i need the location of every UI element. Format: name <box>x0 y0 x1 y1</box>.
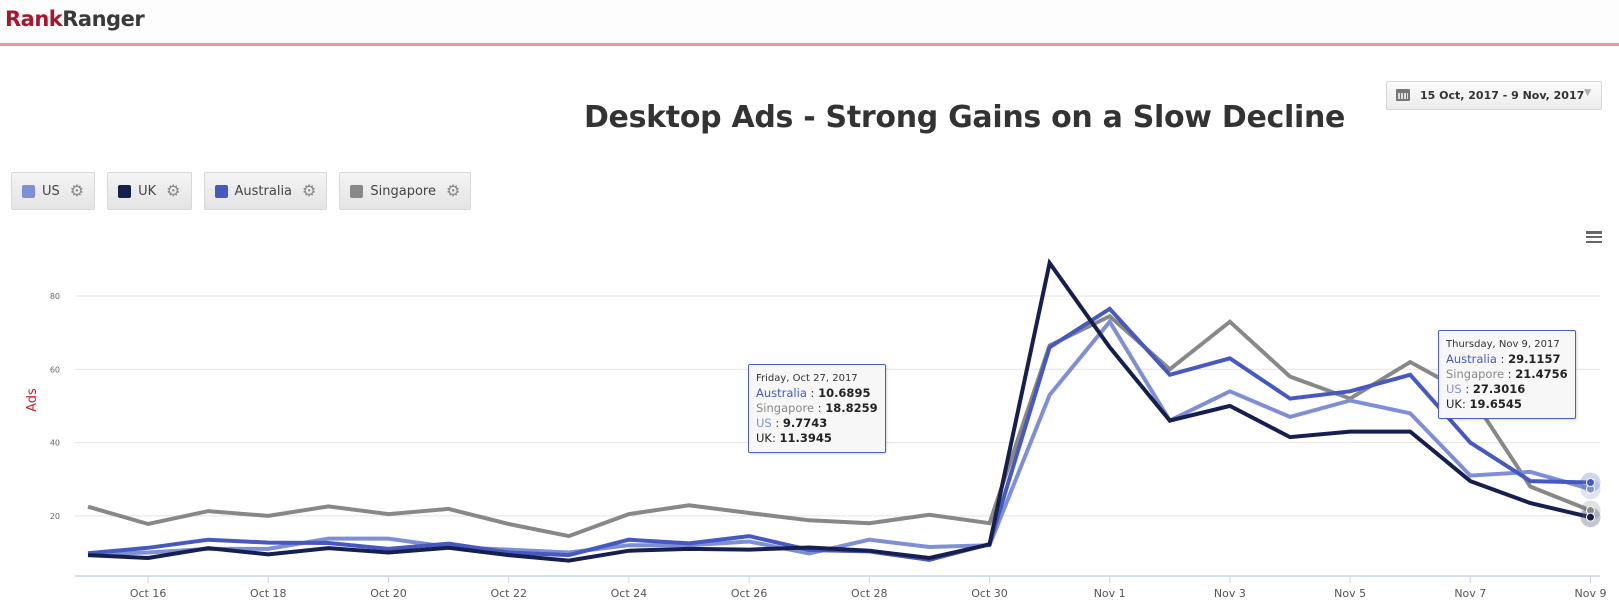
gear-icon[interactable]: ⚙ <box>69 181 85 200</box>
x-tick-label: Oct 18 <box>250 587 287 600</box>
data-point-uk <box>1586 512 1595 522</box>
legend-label: US <box>42 183 60 199</box>
y-axis-label: Ads <box>25 388 40 412</box>
tooltip-series-label: US <box>756 416 772 430</box>
legend-swatch <box>350 184 364 198</box>
tooltip-row: Australia : 29.1157 <box>1446 352 1568 367</box>
x-tick-label: Nov 5 <box>1334 587 1366 600</box>
tooltip-row: Singapore : 21.4756 <box>1446 367 1568 382</box>
date-range-picker[interactable]: 15 Oct, 2017 - 9 Nov, 2017 ▼ <box>1386 81 1602 110</box>
legend-item-us[interactable]: US ⚙ <box>11 172 96 210</box>
top-bar: RankRanger <box>0 0 1619 46</box>
tooltip-separator: : <box>1504 367 1516 381</box>
tooltip-series-label: Australia <box>1446 352 1497 366</box>
y-tick-label: 80 <box>50 292 60 301</box>
legend-label: Australia <box>234 183 293 199</box>
legend-item-uk[interactable]: UK ⚙ <box>107 172 192 210</box>
tooltip-separator: : <box>1461 397 1470 411</box>
series-line-uk <box>87 258 1591 563</box>
gear-icon[interactable]: ⚙ <box>445 181 461 200</box>
tooltip-value: 19.6545 <box>1469 397 1522 411</box>
tooltip-value: 11.3945 <box>779 431 832 445</box>
tooltip-value: 10.6895 <box>818 386 871 400</box>
x-tick-label: Oct 16 <box>130 587 167 600</box>
tooltip: Friday, Oct 27, 2017 Australia : 10.6895 S… <box>748 364 886 453</box>
x-tick-label: Nov 3 <box>1214 587 1246 600</box>
tooltip-row: US : 27.3016 <box>1446 382 1568 397</box>
tooltip-value: 27.3016 <box>1472 382 1526 396</box>
x-tick-label: Nov 9 <box>1575 587 1607 600</box>
tooltip-value: 21.4756 <box>1515 367 1568 381</box>
legend-swatch <box>214 184 228 198</box>
chart-title: Desktop Ads - Strong Gains on a Slow Dec… <box>583 100 1346 135</box>
hamburger-menu-icon[interactable] <box>1586 231 1602 244</box>
x-tick-label: Oct 30 <box>971 587 1008 600</box>
dropdown-caret-icon: ▼ <box>1584 88 1591 98</box>
tooltip-series-label: Singapore <box>756 401 815 415</box>
tooltip: Thursday, Nov 9, 2017 Australia : 29.1157… <box>1438 330 1576 419</box>
tooltip-separator: : <box>771 431 780 445</box>
gear-icon[interactable]: ⚙ <box>302 181 317 200</box>
legend-swatch <box>22 184 35 198</box>
tooltip-date: Friday, Oct 27, 2017 <box>756 373 858 384</box>
calendar-icon <box>1396 89 1410 101</box>
tooltip-separator: : <box>1461 382 1473 396</box>
x-tick-label: Oct 28 <box>851 587 888 600</box>
x-tick-label: Oct 24 <box>611 587 648 600</box>
x-tick-label: Nov 7 <box>1454 587 1486 600</box>
x-tick-label: Oct 26 <box>731 587 768 600</box>
tooltip-row: US : 9.7743 <box>756 416 878 431</box>
legend-item-singapore[interactable]: Singapore ⚙ <box>339 172 472 210</box>
tooltip-series-label: Australia <box>756 386 807 400</box>
series-line-us <box>87 318 1592 557</box>
logo-ranger: Ranger <box>62 7 145 31</box>
x-tick-label: Oct 22 <box>490 587 527 600</box>
logo-rank: Rank <box>5 7 63 31</box>
y-tick-label: 60 <box>50 365 60 374</box>
y-tick-label: 20 <box>50 512 60 521</box>
date-range-label: 15 Oct, 2017 - 9 Nov, 2017 <box>1420 89 1585 102</box>
legend: US ⚙ UK ⚙ Australia ⚙ Singapore ⚙ <box>11 172 472 210</box>
tooltip-series-label: UK <box>1446 397 1462 411</box>
x-tick-label: Oct 20 <box>370 587 407 600</box>
legend-item-australia[interactable]: Australia ⚙ <box>203 172 328 210</box>
tooltip-value: 18.8259 <box>825 401 878 415</box>
x-tick-label: Nov 1 <box>1094 587 1126 600</box>
tooltip-separator: : <box>806 386 819 400</box>
y-tick-label: 40 <box>50 439 60 448</box>
series-line-singapore <box>87 313 1592 539</box>
tooltip-series-label: UK <box>756 431 772 445</box>
legend-label: Singapore <box>370 183 436 199</box>
tooltip-series-label: Singapore <box>1446 367 1505 381</box>
tooltip-date: Thursday, Nov 9, 2017 <box>1446 339 1560 350</box>
tooltip-row: UK: 19.6545 <box>1446 397 1568 412</box>
legend-label: UK <box>138 183 157 199</box>
data-point-australia <box>1586 477 1595 487</box>
tooltip-value: 9.7743 <box>782 416 828 430</box>
tooltip-series-label: US <box>1446 382 1462 396</box>
tooltip-row: Australia : 10.6895 <box>756 386 878 401</box>
tooltip-row: Singapore : 18.8259 <box>756 401 878 416</box>
tooltip-row: UK: 11.3945 <box>756 431 878 446</box>
legend-swatch <box>118 184 132 198</box>
tooltip-separator: : <box>1496 352 1509 366</box>
gear-icon[interactable]: ⚙ <box>166 181 181 200</box>
tooltip-separator: : <box>771 416 783 430</box>
tooltip-value: 29.1157 <box>1508 352 1561 366</box>
rankranger-logo[interactable]: RankRanger <box>5 7 145 31</box>
tooltip-separator: : <box>814 401 826 415</box>
